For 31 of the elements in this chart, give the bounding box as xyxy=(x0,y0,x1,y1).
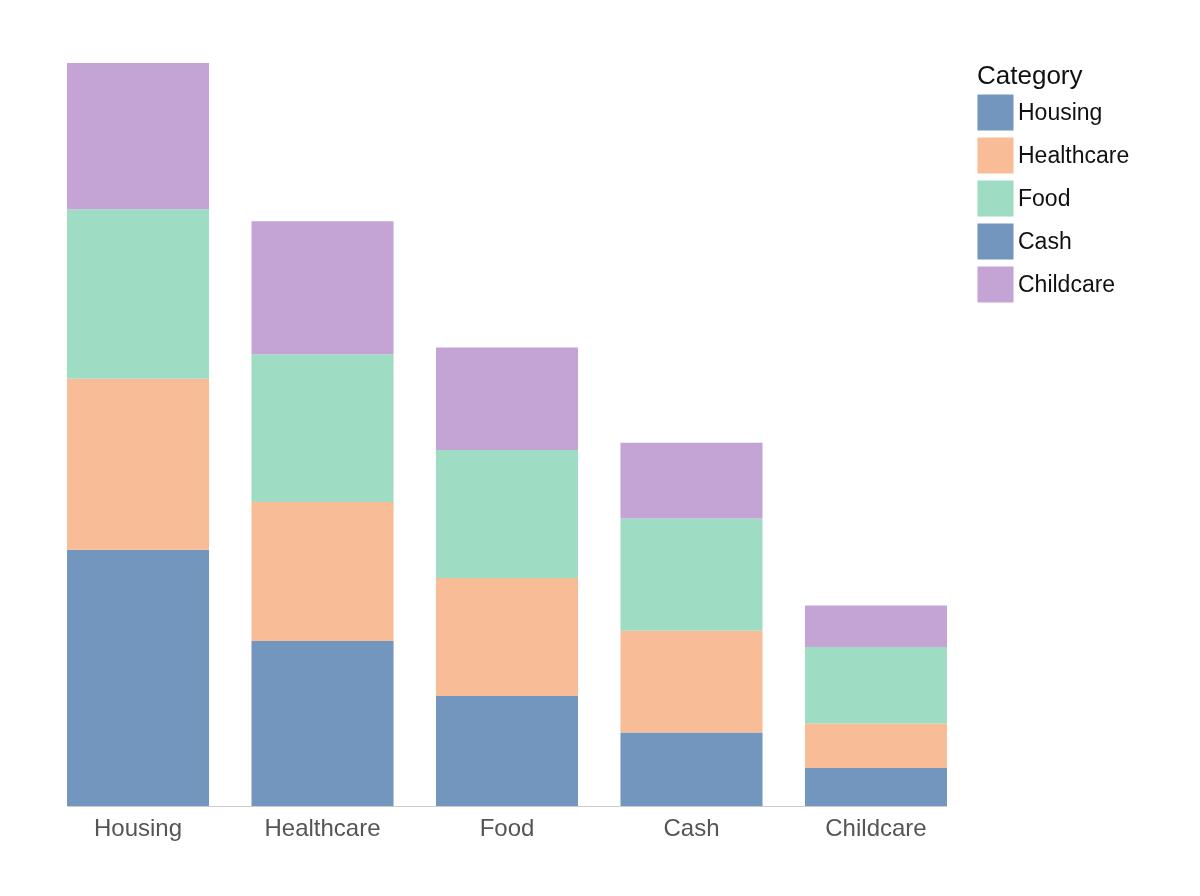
bar xyxy=(620,630,763,733)
bar xyxy=(435,450,579,578)
legend-label: Cash xyxy=(1018,227,1072,254)
legend-label: Food xyxy=(1018,184,1071,211)
bar xyxy=(804,647,947,724)
bar xyxy=(620,442,763,519)
bar xyxy=(67,63,210,210)
bar xyxy=(67,378,210,550)
x-tick-label: Food xyxy=(479,813,535,841)
x-tick-label: Cash xyxy=(663,813,720,841)
bar xyxy=(620,732,763,806)
bar xyxy=(67,549,210,806)
bar xyxy=(804,605,947,647)
legend-label: Housing xyxy=(1018,98,1103,125)
bar xyxy=(67,209,210,379)
legend-label: Healthcare xyxy=(1018,141,1130,168)
legend-title: Category xyxy=(977,60,1083,90)
bar xyxy=(620,518,763,631)
bar xyxy=(804,768,947,806)
x-tick-label: Childcare xyxy=(825,813,927,841)
legend-label: Childcare xyxy=(1018,270,1116,297)
bar xyxy=(251,354,394,503)
bar xyxy=(251,641,394,806)
bar xyxy=(804,723,947,769)
bar xyxy=(251,502,394,642)
x-tick-label: Housing xyxy=(94,813,183,841)
bar xyxy=(435,347,579,451)
bar xyxy=(435,577,579,697)
bar xyxy=(435,696,579,806)
x-tick-label: Healthcare xyxy=(264,813,381,841)
bar xyxy=(251,221,394,355)
